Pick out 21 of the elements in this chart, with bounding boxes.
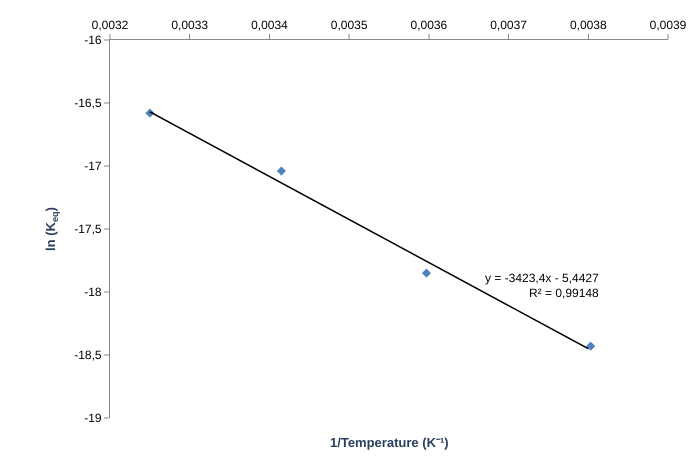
point bbox=[276, 166, 286, 176]
x-tick-label: 0,0038 bbox=[570, 18, 607, 32]
x-tick-label: 0,0035 bbox=[330, 18, 368, 32]
annotation: R² = 0,99148 bbox=[529, 286, 600, 300]
point bbox=[586, 342, 596, 351]
x-tick-label: 0,0032 bbox=[92, 18, 129, 32]
annotation: y = -3423,4x - 5,4427 bbox=[485, 271, 600, 285]
y-tick-label: -16 bbox=[84, 33, 102, 48]
y-tick-label: -17,5 bbox=[74, 222, 102, 236]
x-tick-label: 0,0036 bbox=[410, 18, 448, 32]
x-tick-label: 0,0037 bbox=[490, 18, 528, 32]
y-tick-label: -18 bbox=[84, 285, 102, 300]
x-tick-label: 0,0039 bbox=[650, 18, 687, 32]
y-tick-label: -19 bbox=[84, 411, 102, 426]
point bbox=[422, 268, 432, 278]
y-tick-label: -18,5 bbox=[74, 348, 102, 362]
x-tick-label: 0,0034 bbox=[251, 18, 288, 32]
x-axis-title: 1/Temperature (K⁻¹) bbox=[330, 435, 449, 450]
y-tick-label: -17 bbox=[84, 159, 102, 174]
y-tick-label: -16,5 bbox=[74, 96, 102, 110]
x-tick-label: 0,0033 bbox=[171, 18, 208, 32]
